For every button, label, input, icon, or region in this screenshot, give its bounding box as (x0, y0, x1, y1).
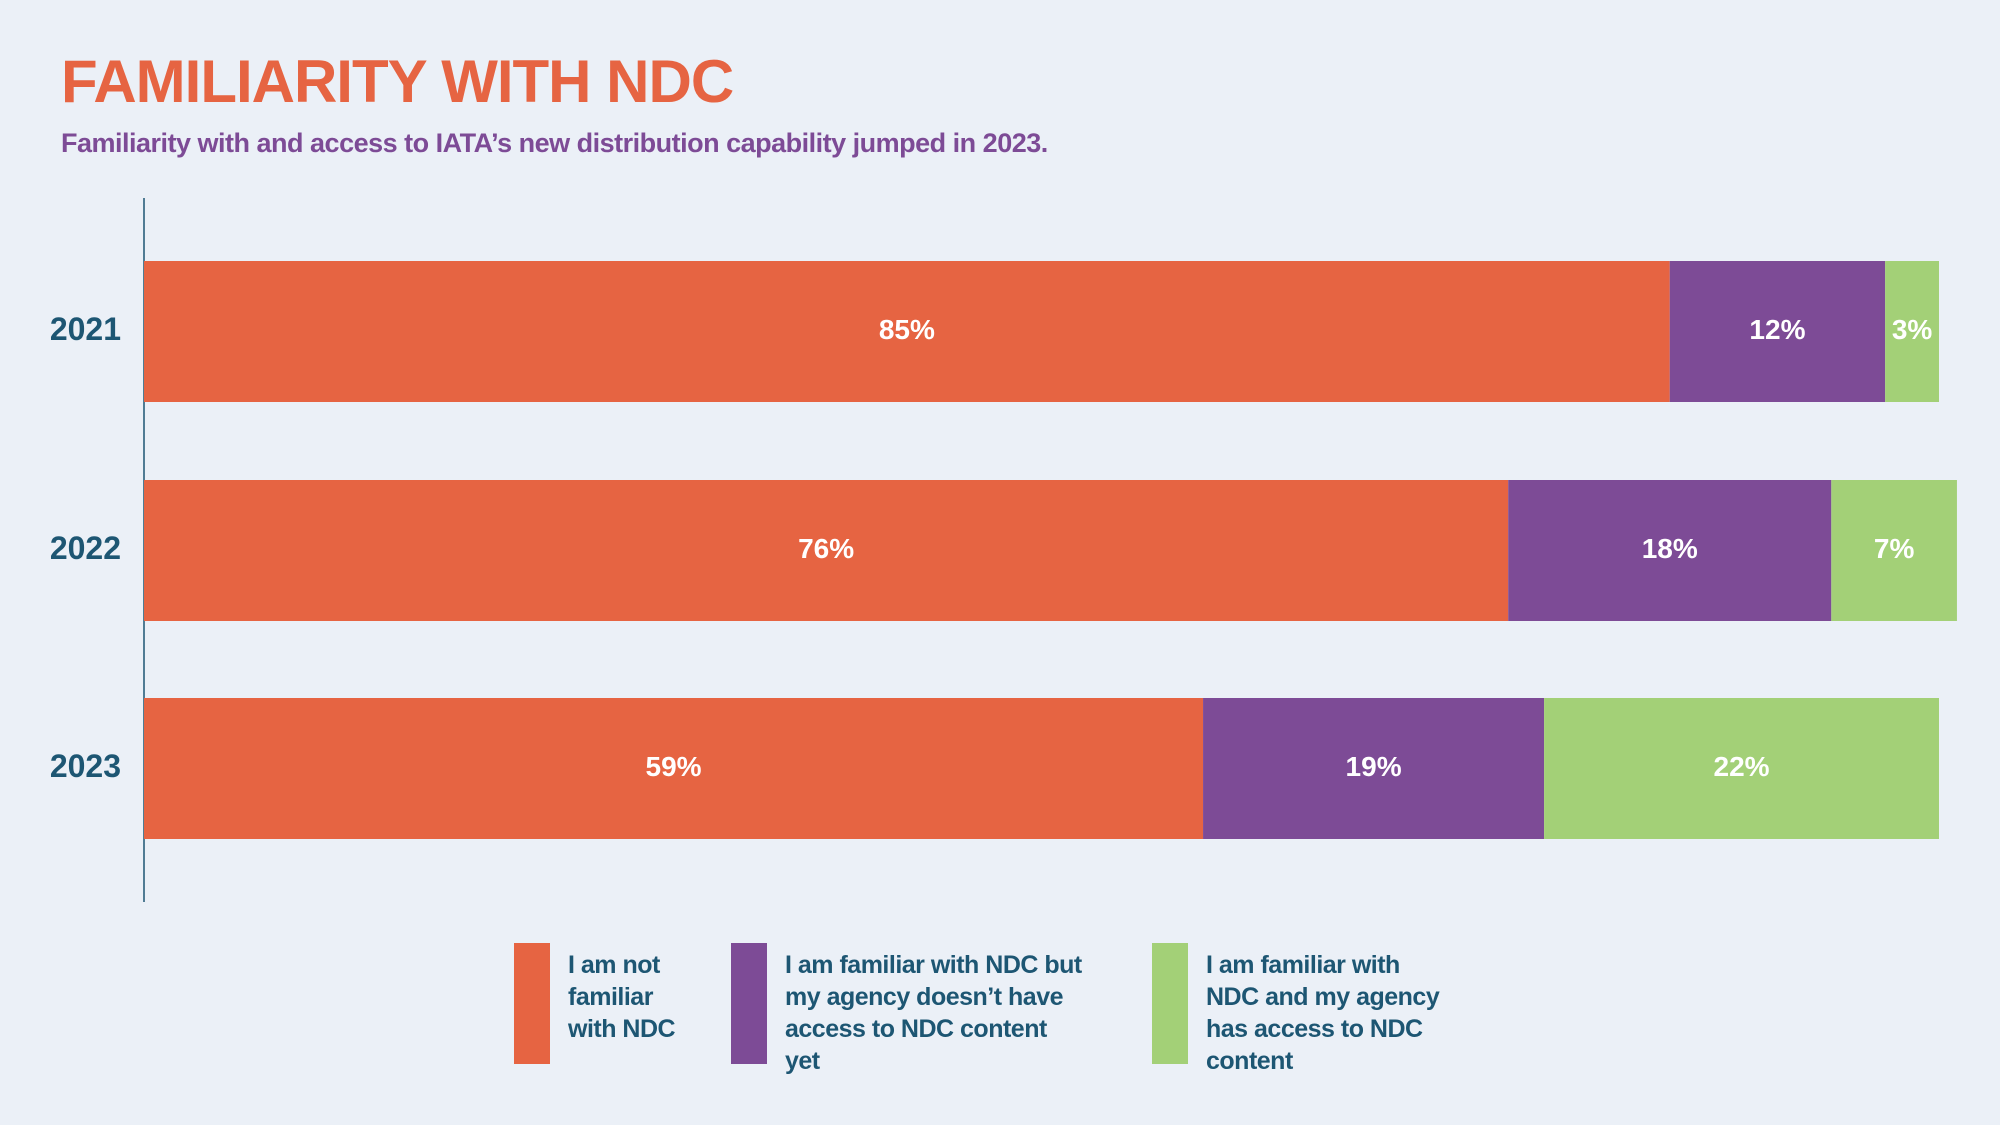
data-label: 7% (1874, 533, 1915, 564)
chart-subtitle: Familiarity with and access to IATA’s ne… (61, 128, 1048, 158)
data-label: 3% (1892, 314, 1933, 345)
data-label: 59% (646, 751, 702, 782)
legend-swatch (1152, 943, 1188, 1064)
legend-item: I am not familiar with NDC (514, 943, 678, 1064)
data-label: 85% (879, 314, 935, 345)
bar-segment (144, 480, 1509, 621)
data-label: 19% (1346, 751, 1402, 782)
y-tick-label: 2023 (50, 748, 121, 784)
bar-segment (1544, 698, 1939, 839)
data-label: 22% (1714, 751, 1770, 782)
bar-segment (1885, 261, 1939, 402)
data-label: 76% (798, 533, 854, 564)
legend-item: I am familiar with NDC but my agency doe… (731, 943, 1085, 1077)
chart-title: FAMILIARITY WITH NDC (61, 48, 733, 115)
legend-label: I am not familiar with NDC (568, 951, 676, 1043)
bar-segment (1831, 480, 1957, 621)
data-label: 18% (1642, 533, 1698, 564)
legend-swatch (514, 943, 550, 1064)
legend-item: I am familiar with NDC and my agency has… (1152, 943, 1441, 1077)
data-label: 12% (1749, 314, 1805, 345)
legend-label: I am familiar with NDC and my agency has… (1206, 951, 1440, 1075)
bar-segment (144, 261, 1670, 402)
bar-segment (1203, 698, 1545, 839)
bar-segment (1669, 261, 1886, 402)
legend-label: I am familiar with NDC but my agency doe… (785, 951, 1082, 1075)
y-tick-label: 2022 (50, 530, 121, 566)
bar-segment (144, 698, 1204, 839)
y-tick-label: 2021 (50, 311, 121, 347)
legend-swatch (731, 943, 767, 1064)
bar-segment (1508, 480, 1832, 621)
